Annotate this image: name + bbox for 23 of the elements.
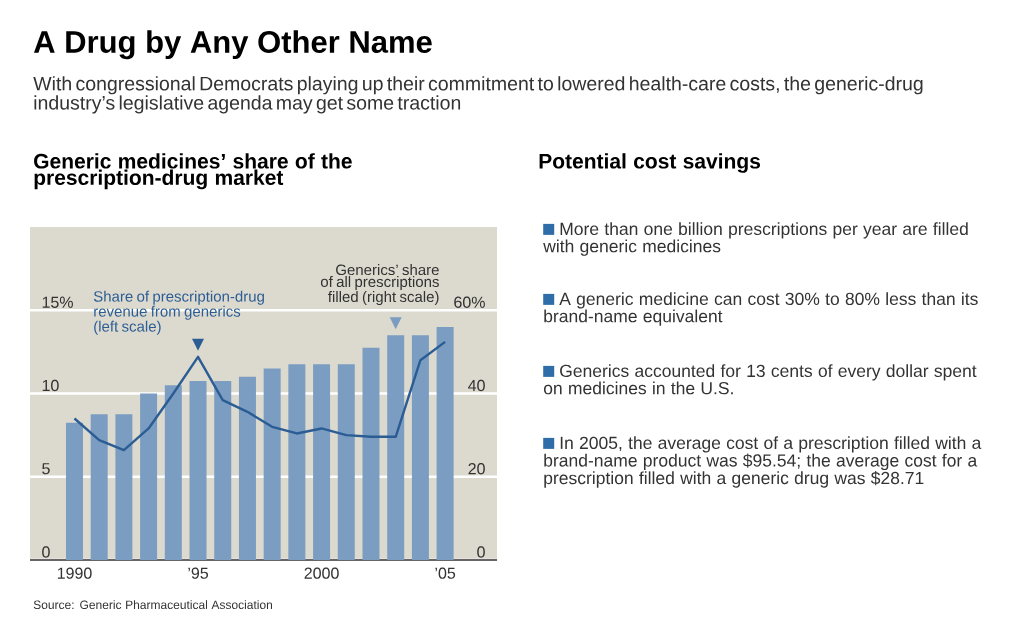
x-tick-label: ’05 bbox=[435, 567, 456, 579]
y2-tick-label: 0 bbox=[477, 546, 485, 558]
chart-subtitle: With congressional Democrats playing up their commitment to lowered health-care costs, the generic-drug industry’s legislative agenda may get some traction bbox=[33, 76, 923, 114]
text: In 2005, the average cost of a prescription filled with a brand-name product was $95.54; the average cost for a prescription filled with a generic drug was $28.71 bbox=[544, 436, 982, 488]
text: Share of prescription-drug revenue from generics (left scale) bbox=[93, 290, 264, 335]
y-tick-label: 0 bbox=[42, 546, 50, 558]
y2-tick-label: 40 bbox=[468, 379, 485, 392]
y-tick-label: 5 bbox=[42, 463, 50, 475]
text: More than one billion prescriptions per year are filled with generic medicines bbox=[543, 222, 968, 256]
text: A generic medicine can cost 30% to 80% less than its brand-name equivalent bbox=[544, 292, 978, 326]
source-note: Source: Generic Pharmaceutical Association bbox=[33, 600, 273, 610]
x-tick-label: ’95 bbox=[188, 567, 209, 579]
y2-tick-label: 60% bbox=[454, 296, 485, 308]
y2-tick-label: 20 bbox=[468, 463, 485, 475]
text: Generics accounted for 13 cents of every dollar spent on medicines in the U.S. bbox=[543, 364, 977, 395]
x-tick-label: 1990 bbox=[57, 567, 92, 579]
chart-title: A Drug by Any Other Name bbox=[33, 30, 432, 60]
y-tick-label: 15% bbox=[42, 296, 73, 308]
x-tick-label: 2000 bbox=[304, 567, 339, 579]
series-label: Generics’ share of all prescriptions filled (right scale) bbox=[320, 264, 439, 306]
text: Generic medicines’ share of the prescription-drug market bbox=[34, 153, 352, 190]
text: Potential cost savings bbox=[539, 153, 761, 173]
y-tick-label: 10 bbox=[42, 379, 59, 392]
